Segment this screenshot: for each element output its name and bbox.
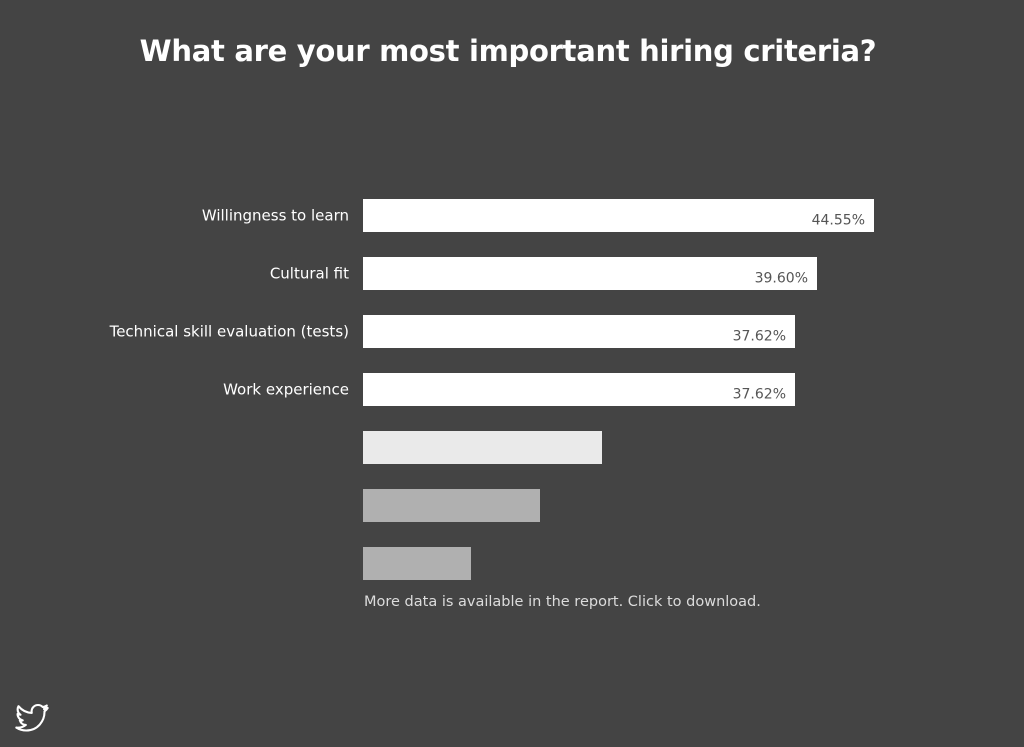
bar-1[interactable] — [363, 199, 874, 232]
category-label: Willingness to learn — [202, 207, 349, 225]
bar-7[interactable] — [363, 547, 471, 580]
bar-6[interactable] — [363, 489, 540, 522]
bar-2[interactable] — [363, 257, 817, 290]
bar-3[interactable] — [363, 315, 795, 348]
chart-title: What are your most important hiring crit… — [139, 34, 877, 68]
value-label: 44.55% — [812, 213, 865, 229]
value-label: 37.62% — [733, 387, 786, 403]
bar-4[interactable] — [363, 373, 795, 406]
value-label: 37.62% — [733, 329, 786, 345]
download-report-link[interactable]: More data is available in the report. Cl… — [364, 594, 761, 610]
category-label: Technical skill evaluation (tests) — [109, 323, 349, 341]
value-label: 39.60% — [755, 271, 808, 287]
twitter-bird-icon[interactable] — [12, 699, 52, 735]
category-label: Work experience — [223, 381, 349, 399]
category-label: Cultural fit — [270, 265, 349, 283]
bar-5[interactable] — [363, 431, 602, 464]
